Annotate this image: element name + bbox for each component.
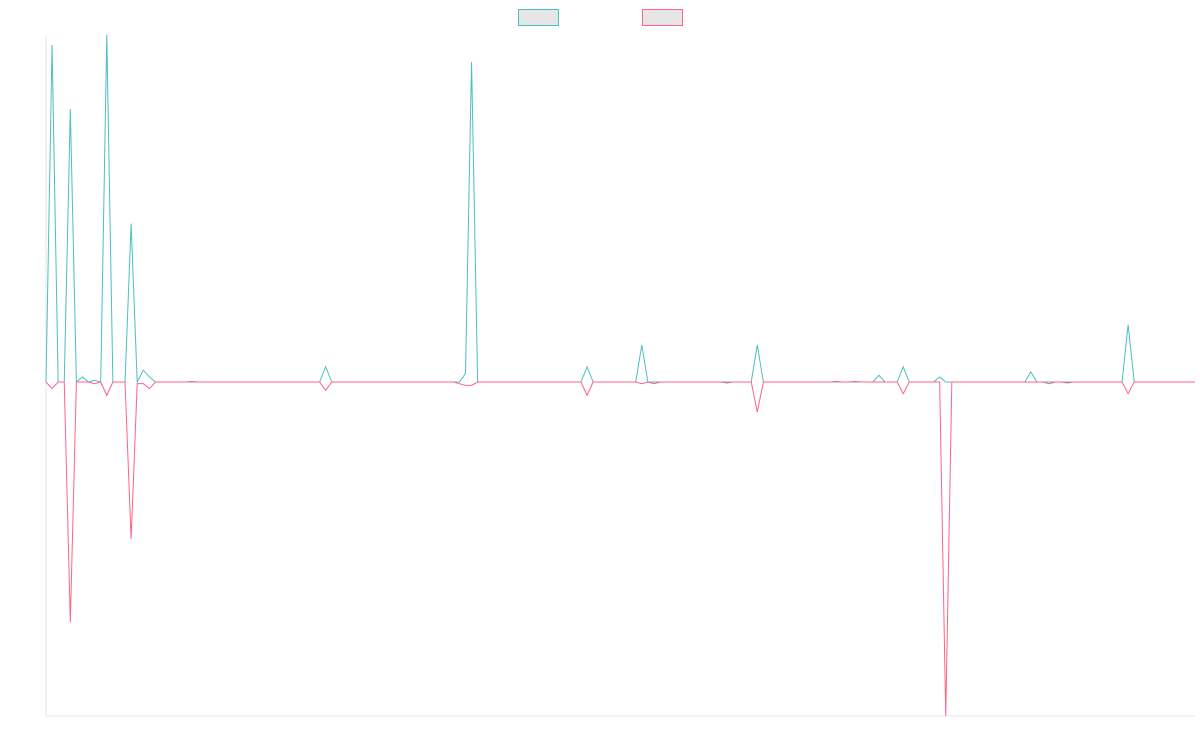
series-line-1 <box>45 34 1195 384</box>
legend[interactable] <box>518 9 683 26</box>
legend-item-2[interactable] <box>642 9 683 26</box>
series-line-2 <box>45 380 1195 717</box>
legend-swatch <box>642 9 683 26</box>
legend-item-1[interactable] <box>518 9 559 26</box>
axes <box>45 36 1195 717</box>
legend-swatch <box>518 9 559 26</box>
series-layer <box>45 34 1195 717</box>
